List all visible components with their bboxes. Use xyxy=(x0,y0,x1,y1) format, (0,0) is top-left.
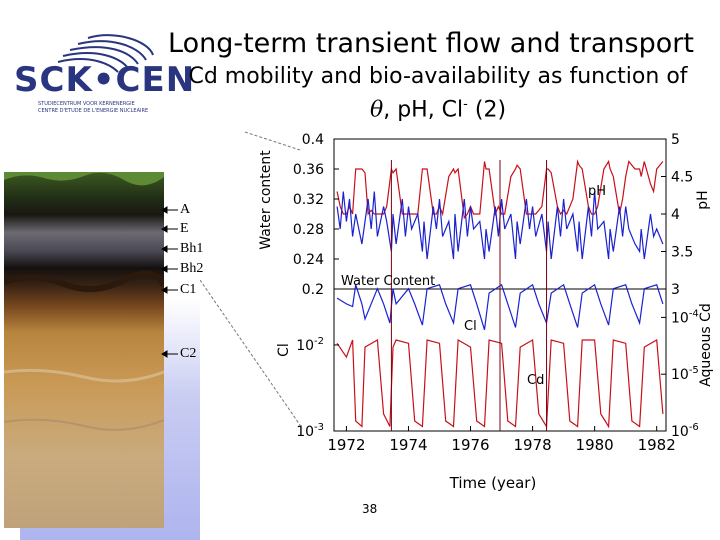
horizon-label-c2: C2 xyxy=(180,346,197,361)
subtitle-mid: , pH, Cl xyxy=(383,97,464,123)
tick-label-x: 1978 xyxy=(513,436,551,454)
tick-label-water-content: 0.28 xyxy=(293,222,324,238)
tick-label-ph: 3.5 xyxy=(671,245,693,261)
logo-subtext-2: CENTRE D'ETUDE DE L'ENERGIE NUCLEAIRE xyxy=(38,108,149,114)
annotation-cl: Cl xyxy=(464,319,477,334)
tick-label-x: 1982 xyxy=(638,436,676,454)
tick-label-cd: 10-5 xyxy=(671,365,699,383)
tick-label-x: 1972 xyxy=(327,436,365,454)
subtitle-theta: θ xyxy=(369,97,384,123)
tick-label-cl: 10-3 xyxy=(296,422,324,440)
tick-label-ph: 3 xyxy=(671,282,680,298)
y-axis-label-cl: Cl xyxy=(276,343,292,357)
series-ph-line xyxy=(336,159,664,220)
horizon-label-c1: C1 xyxy=(180,282,197,297)
y-axis-label-water-content: Water content xyxy=(258,150,274,250)
sck-cen-logo xyxy=(18,30,168,125)
tick-label-water-content: 0.32 xyxy=(293,192,324,208)
subtitle-end: (2) xyxy=(467,97,507,123)
y-axis-label-ph: pH xyxy=(695,190,711,209)
series-water-content-line xyxy=(336,191,664,260)
tick-label-water-content: 0.36 xyxy=(293,162,324,178)
series-cd-line xyxy=(336,338,664,429)
horizon-label-a: A xyxy=(180,202,191,217)
tick-label-ph: 5 xyxy=(671,132,680,148)
logo-subtext-1: STUDIECENTRUM VOOR KERNENERGIE xyxy=(38,101,135,107)
page-number: 38 xyxy=(362,502,378,516)
tick-label-water-content: 0.24 xyxy=(293,252,324,268)
horizon-label-bh1: Bh1 xyxy=(180,241,204,256)
tick-label-cl: 10-2 xyxy=(296,336,324,354)
subtitle-superscript: - xyxy=(463,97,468,112)
logo-text: SCK•CEN xyxy=(14,60,196,100)
horizon-arrows xyxy=(161,206,178,358)
slide-subtitle: Cd mobility and bio-availability as func… xyxy=(178,63,698,124)
y-axis-label-aqueous-cd: Aqueous Cd xyxy=(698,303,714,387)
logo-swirl-icon xyxy=(57,34,154,73)
tick-label-water-content: 0.4 xyxy=(302,132,324,148)
subtitle-line-1: Cd mobility and bio-availability as func… xyxy=(188,64,688,89)
depth-connector-lines xyxy=(200,131,301,426)
x-axis-label: Time (year) xyxy=(449,474,537,492)
tick-label-x: 1980 xyxy=(576,436,614,454)
series-cl-line xyxy=(336,283,664,330)
tick-label-x: 1974 xyxy=(389,436,427,454)
annotation-cd: Cd xyxy=(527,373,544,388)
horizon-label-bh2: Bh2 xyxy=(180,261,204,276)
tick-label-cd: 10-4 xyxy=(671,308,699,326)
annotation-water-content: Water Content xyxy=(341,274,435,289)
tick-label-water-content: 0.2 xyxy=(302,282,324,298)
tick-label-ph: 4 xyxy=(671,207,680,223)
annotation-ph: pH xyxy=(588,184,606,199)
soil-profile-image xyxy=(4,172,164,528)
tick-label-x: 1976 xyxy=(451,436,489,454)
slide-title: Long-term transient flow and transport xyxy=(168,28,694,59)
tick-label-ph: 4.5 xyxy=(671,170,693,186)
horizon-label-e: E xyxy=(180,221,189,236)
